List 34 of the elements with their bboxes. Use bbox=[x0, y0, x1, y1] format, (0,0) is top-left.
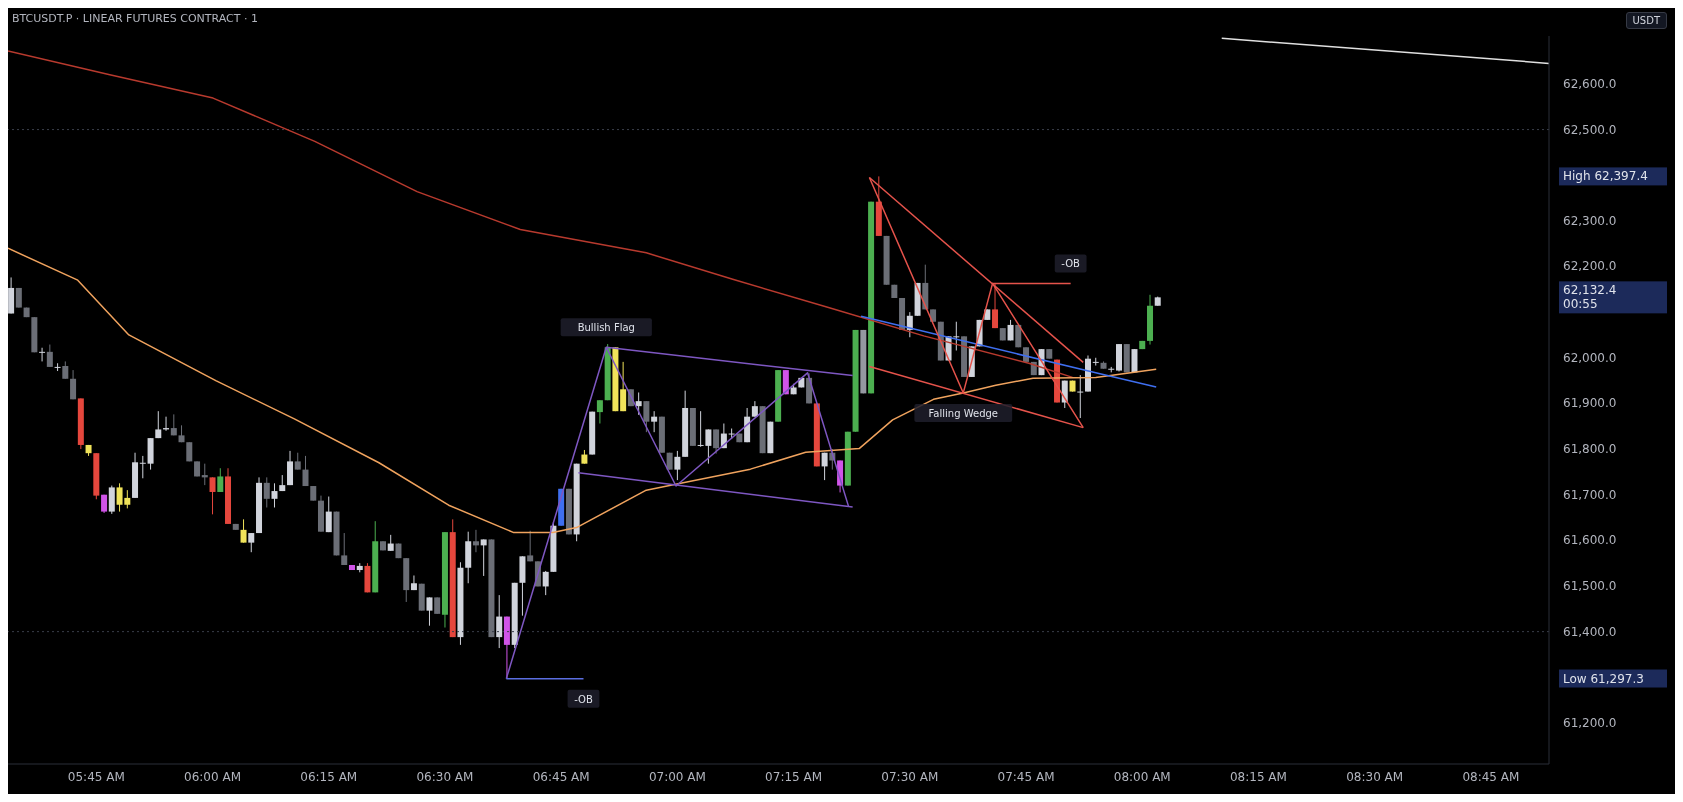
y-tick-label: 61,200.0 bbox=[1563, 715, 1617, 730]
y-tick-label: 61,500.0 bbox=[1563, 578, 1617, 593]
x-tick-label: 08:00 AM bbox=[1113, 769, 1171, 784]
x-tick-label: 08:15 AM bbox=[1229, 769, 1287, 784]
x-tick-label: 07:30 AM bbox=[881, 769, 939, 784]
y-tick-label: High 62,397.4 bbox=[1563, 169, 1648, 184]
x-tick-label: 07:45 AM bbox=[997, 769, 1055, 784]
annotation: -OB bbox=[1061, 258, 1081, 270]
x-tick-label: 07:15 AM bbox=[765, 769, 823, 784]
y-tick-label: 61,900.0 bbox=[1563, 396, 1617, 411]
annotation: Falling Wedge bbox=[928, 407, 999, 419]
y-tick-label: 62,300.0 bbox=[1563, 213, 1617, 228]
y-tick-label: 61,700.0 bbox=[1563, 487, 1617, 502]
x-tick-label: 07:00 AM bbox=[648, 769, 706, 784]
x-tick-label: 05:45 AM bbox=[67, 769, 125, 784]
y-axis-title: USDT bbox=[1625, 12, 1667, 29]
y-tick-label: Low 61,297.3 bbox=[1563, 671, 1644, 686]
y-tick-label: 61,800.0 bbox=[1563, 442, 1617, 457]
x-tick-label: 06:30 AM bbox=[416, 769, 474, 784]
y-tick-label: 62,200.0 bbox=[1563, 259, 1617, 274]
annotation: Bullish Flag bbox=[577, 322, 635, 334]
x-tick-label: 08:45 AM bbox=[1462, 769, 1520, 784]
y-tick-label: 62,600.0 bbox=[1563, 76, 1617, 91]
y-tick-label: 62,000.0 bbox=[1563, 350, 1617, 365]
annotation: -OB bbox=[574, 693, 593, 705]
y-tick-label: 61,600.0 bbox=[1563, 533, 1617, 548]
x-tick-label: 06:00 AM bbox=[184, 769, 242, 784]
x-tick-label: 06:45 AM bbox=[532, 769, 590, 784]
x-tick-label: 08:30 AM bbox=[1346, 769, 1404, 784]
y-tick-label: 62,500.0 bbox=[1563, 122, 1617, 137]
x-tick-label: 06:15 AM bbox=[300, 769, 358, 784]
y-tick-label: 61,400.0 bbox=[1563, 624, 1617, 639]
y-tick-label: 62,132.4 00:55 bbox=[1563, 283, 1617, 312]
chart-title: BTCUSDT.P · LINEAR FUTURES CONTRACT · 1 bbox=[12, 12, 258, 25]
